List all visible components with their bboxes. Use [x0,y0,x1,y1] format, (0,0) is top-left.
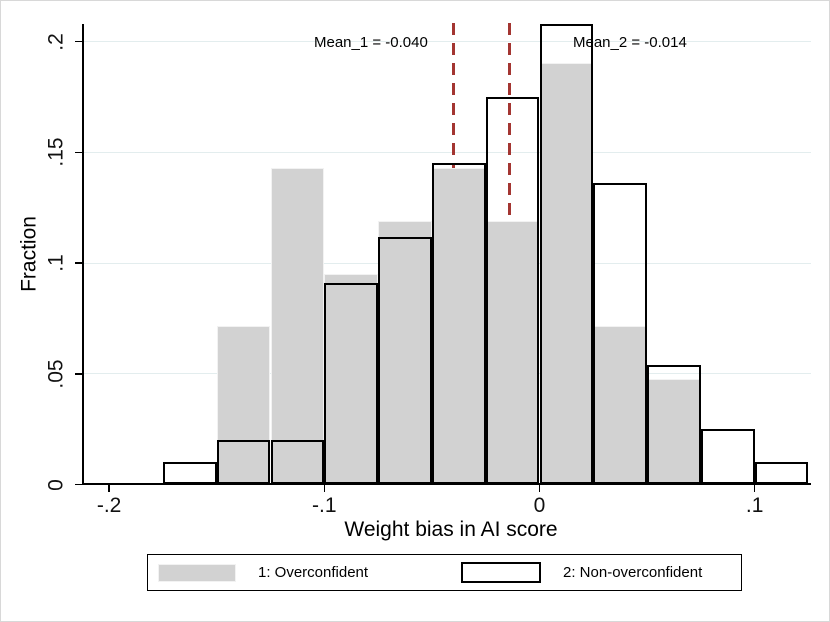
y-tick-label-.2: .2 [44,32,68,51]
y-tick-.1 [74,262,82,264]
bar-nonoverconfident-9 [647,364,701,485]
bar-nonoverconfident-10 [700,429,755,485]
x-tick-0 [538,485,541,492]
x-axis-line [81,483,811,485]
y-tick-label-.15: .15 [44,137,68,167]
y-tick-0 [74,483,82,486]
bar-nonoverconfident-1 [216,440,271,485]
x-tick--.1 [323,485,326,492]
bar-nonoverconfident-11 [754,462,809,485]
y-tick-label-0: 0 [44,478,68,491]
bar-overconfident-7 [539,62,594,485]
x-tick-label-0: 0 [533,494,546,517]
legend-label-nonoverconfident: 2: Non-overconfident [563,564,703,581]
y-tick-.15 [74,151,82,154]
legend-swatch-overconfident [158,564,236,582]
x-tick-label-.1: .1 [745,494,764,517]
bar-nonoverconfident-0 [162,462,217,485]
y-axis-line [81,24,84,485]
bar-nonoverconfident-3 [324,283,379,485]
bar-nonoverconfident-7 [539,23,594,485]
mean1-annotation: Mean_1 = -0.040 [314,34,428,51]
x-axis-title: Weight bias in AI score [344,518,558,541]
y-tick-.05 [74,373,82,375]
mean2-annotation: Mean_2 = -0.014 [573,34,687,51]
bar-nonoverconfident-8 [593,183,648,485]
x-tick-label--.1: -.1 [312,494,337,517]
bar-overconfident-3 [324,273,379,485]
x-tick--.2 [108,485,110,492]
bar-nonoverconfident-4 [378,236,432,485]
x-tick-label--.2: -.2 [96,494,122,517]
bar-overconfident-2 [270,168,325,485]
bar-overconfident-1 [216,326,271,485]
y-tick-.2 [74,40,82,43]
y-gridline-.2 [81,41,811,43]
legend-swatch-nonoverconfident [461,562,541,583]
legend [147,554,742,591]
y-tick-label-.1: .1 [44,254,68,272]
bar-overconfident-6 [485,221,540,485]
bar-overconfident-4 [378,221,432,485]
bar-nonoverconfident-5 [431,163,486,485]
y-gridline-.15 [81,151,811,153]
x-tick-.1 [753,485,756,492]
bar-nonoverconfident-2 [270,440,325,485]
y-tick-label-.05: .05 [44,359,68,389]
y-axis-title: Fraction [17,216,41,292]
legend-label-overconfident: 1: Overconfident [258,564,369,581]
bar-nonoverconfident-6 [485,97,540,485]
